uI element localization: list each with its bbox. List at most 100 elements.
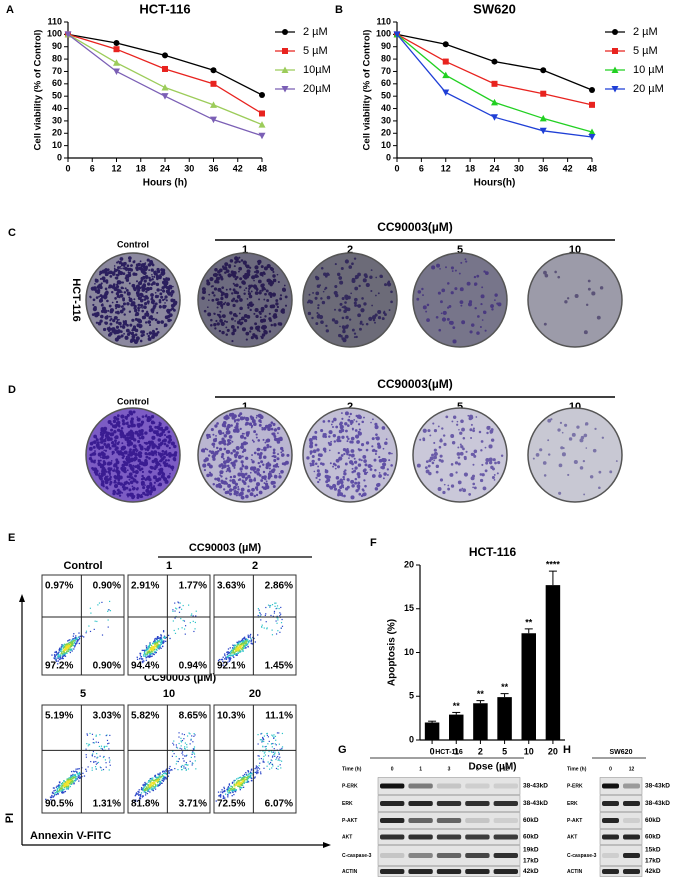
event-dot xyxy=(157,640,159,643)
colony-dot xyxy=(133,260,136,262)
event-dot xyxy=(154,647,156,649)
event-dot xyxy=(248,640,251,642)
colony-dot xyxy=(337,489,341,493)
event-dot xyxy=(261,741,263,743)
event-dot xyxy=(185,755,188,757)
event-dot xyxy=(167,770,170,772)
event-dot xyxy=(108,748,110,750)
colony-dot xyxy=(250,290,253,293)
event-dot xyxy=(156,785,158,787)
colony-dot xyxy=(456,420,459,423)
event-dot xyxy=(138,791,140,793)
colony-dot xyxy=(116,335,121,340)
colony-dot xyxy=(94,278,98,281)
marker xyxy=(491,114,498,121)
colony-dot xyxy=(147,334,151,338)
event-dot xyxy=(155,652,157,654)
event-dot xyxy=(150,784,152,786)
colony-dot xyxy=(97,313,100,317)
colony-dot xyxy=(258,456,262,460)
quadrant-percent: 2.86% xyxy=(265,581,293,592)
event-dot xyxy=(69,780,72,782)
event-dot xyxy=(147,652,150,654)
event-dot xyxy=(56,653,58,655)
colony-dot xyxy=(338,439,342,443)
quadrant-percent: 0.94% xyxy=(179,661,207,672)
colony-dot xyxy=(122,272,126,276)
event-dot xyxy=(222,664,224,666)
colony-dot xyxy=(351,328,355,332)
colony-dot xyxy=(145,441,149,445)
event-dot xyxy=(63,649,65,652)
event-dot xyxy=(101,634,104,636)
colony-dot xyxy=(243,318,248,323)
colony-dot xyxy=(268,282,271,285)
event-dot xyxy=(157,645,159,648)
event-dot xyxy=(72,644,75,647)
colony-dot xyxy=(268,467,271,470)
event-dot xyxy=(184,748,186,750)
colony-dot xyxy=(129,339,133,343)
colony-dot xyxy=(135,450,138,453)
event-dot xyxy=(58,791,60,793)
colony-dot xyxy=(320,297,323,299)
event-dot xyxy=(135,792,138,794)
colony-dot xyxy=(339,492,344,497)
colony-dot xyxy=(439,478,444,482)
colony-dot xyxy=(226,449,231,454)
marker xyxy=(588,128,596,136)
colony-dot xyxy=(118,261,122,265)
colony-dot xyxy=(317,480,320,484)
event-dot xyxy=(229,655,231,657)
event-dot xyxy=(58,655,60,657)
colony-dot xyxy=(313,435,318,440)
event-dot xyxy=(183,628,186,630)
colony-dot xyxy=(139,260,142,263)
event-dot xyxy=(152,779,154,782)
event-dot xyxy=(246,643,249,646)
event-dot xyxy=(217,660,220,662)
event-dot xyxy=(104,745,106,748)
event-dot xyxy=(218,658,221,661)
row-label: ERK xyxy=(567,801,578,807)
event-dot xyxy=(219,796,222,798)
event-dot xyxy=(63,788,65,791)
event-dot xyxy=(230,652,232,654)
colony-dot xyxy=(363,302,367,306)
colony-dot xyxy=(152,421,156,425)
colony-dot xyxy=(232,282,235,285)
event-dot xyxy=(83,636,85,638)
colony-dot xyxy=(111,453,114,456)
colony-dot xyxy=(131,329,134,332)
event-dot xyxy=(142,795,144,797)
colony-dot xyxy=(266,299,270,302)
y-tick-label: 80 xyxy=(381,53,391,63)
event-dot xyxy=(190,738,192,740)
event-dot xyxy=(234,789,236,791)
colony-dot xyxy=(116,442,120,445)
colony-dot xyxy=(118,475,123,480)
event-dot xyxy=(66,781,69,783)
colony-dot xyxy=(585,447,588,449)
event-dot xyxy=(97,604,99,606)
colony-dot xyxy=(427,464,431,468)
colony-dot xyxy=(433,455,438,460)
event-dot xyxy=(244,645,246,648)
event-dot xyxy=(71,644,73,647)
colony-dot xyxy=(491,308,494,311)
colony-dot xyxy=(128,310,132,313)
event-dot xyxy=(86,733,88,735)
colony-dot xyxy=(254,291,259,295)
colony-dot xyxy=(268,317,272,321)
event-dot xyxy=(75,635,77,637)
colony-dot xyxy=(129,297,133,301)
event-dot xyxy=(193,748,195,750)
quadrant-percent: 5.19% xyxy=(45,711,73,722)
colony-dot xyxy=(558,463,563,468)
x-tick-label: 6 xyxy=(90,163,95,173)
event-dot xyxy=(143,791,145,793)
event-dot xyxy=(243,782,245,784)
event-dot xyxy=(62,657,64,660)
colony-dot xyxy=(422,305,427,310)
event-dot xyxy=(95,760,97,763)
